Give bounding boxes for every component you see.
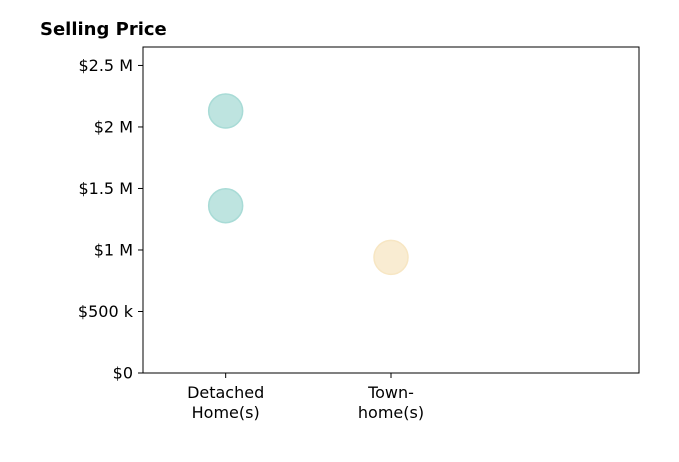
x-tick-label: Town-: [367, 383, 414, 402]
chart-title: Selling Price: [40, 19, 167, 40]
y-tick-label: $0: [113, 364, 133, 383]
y-tick-label: $500 k: [78, 302, 134, 321]
data-point: [207, 187, 244, 224]
x-tick-label: Detached: [187, 383, 264, 402]
y-tick-label: $1.5 M: [78, 179, 133, 198]
data-points: [207, 93, 409, 276]
x-tick-label: home(s): [358, 403, 424, 422]
x-tick-label: Home(s): [192, 403, 260, 422]
y-tick-label: $1 M: [94, 240, 133, 259]
data-point: [373, 239, 409, 276]
y-tick-label: $2 M: [94, 117, 133, 136]
y-axis: $0 $500 k $1 M $1.5 M $2 M $2.5 M: [78, 56, 143, 383]
data-point: [207, 93, 244, 129]
y-tick-label: $2.5 M: [78, 56, 133, 75]
